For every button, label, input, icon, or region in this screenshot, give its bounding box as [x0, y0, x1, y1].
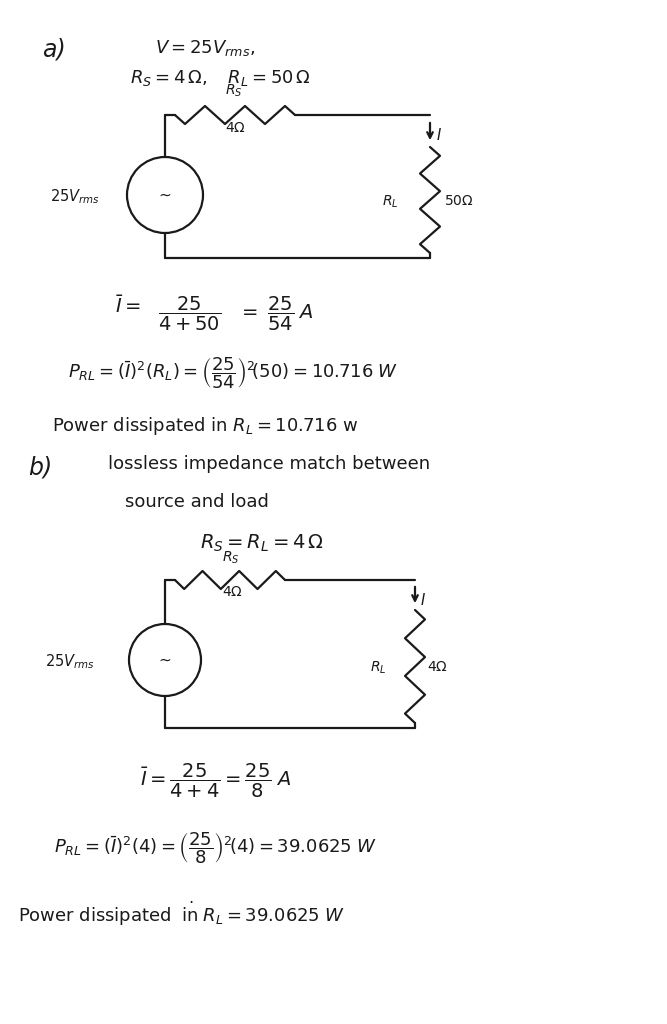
Text: b): b): [28, 455, 52, 479]
Text: Power dissipated $\;\dot{\rm{in}}\; R_L=39.0625\;W$: Power dissipated $\;\dot{\rm{in}}\; R_L=…: [18, 900, 345, 929]
Text: $R_S$: $R_S$: [222, 550, 239, 566]
Text: $=\;\dfrac{25}{54}\;A$: $=\;\dfrac{25}{54}\;A$: [238, 295, 313, 333]
Text: $\dfrac{25}{4+50}$: $\dfrac{25}{4+50}$: [158, 295, 221, 333]
Text: $\bar{I}=\dfrac{25}{4+4}=\dfrac{25}{8}\;A$: $\bar{I}=\dfrac{25}{4+4}=\dfrac{25}{8}\;…: [140, 762, 291, 800]
Text: source and load: source and load: [125, 493, 269, 511]
Text: $4\Omega$: $4\Omega$: [427, 660, 448, 674]
Text: $I$: $I$: [420, 592, 426, 608]
Text: $R_L$: $R_L$: [382, 194, 398, 210]
Text: $P_{RL}=(\bar{I})^2(4)=\left(\dfrac{25}{8}\right)^2\!(4)=39.0625\;W$: $P_{RL}=(\bar{I})^2(4)=\left(\dfrac{25}{…: [54, 830, 377, 865]
Text: $R_L$: $R_L$: [370, 660, 386, 677]
Text: $I$: $I$: [436, 127, 442, 143]
Text: $25V_{rms}$: $25V_{rms}$: [45, 652, 95, 671]
Text: lossless impedance match between: lossless impedance match between: [108, 455, 430, 473]
Text: $P_{RL}=(\bar{I})^2(R_L)=\left(\dfrac{25}{54}\right)^2\!(50)=10.716\;W$: $P_{RL}=(\bar{I})^2(R_L)=\left(\dfrac{25…: [68, 355, 398, 390]
Text: $4\Omega$: $4\Omega$: [225, 121, 246, 135]
Text: $V=25V_{rms},$: $V=25V_{rms},$: [155, 38, 255, 58]
Text: ~: ~: [159, 187, 171, 203]
Text: $R_S=4\,\Omega,\quad R_L=50\,\Omega$: $R_S=4\,\Omega,\quad R_L=50\,\Omega$: [130, 68, 311, 88]
Text: $50\Omega$: $50\Omega$: [444, 194, 474, 208]
Text: $R_S=R_L=4\,\Omega$: $R_S=R_L=4\,\Omega$: [200, 534, 324, 554]
Text: $4\Omega$: $4\Omega$: [222, 585, 243, 599]
Text: a): a): [42, 38, 66, 62]
Text: ~: ~: [159, 652, 171, 668]
Text: $\bar{I}=$: $\bar{I}=$: [115, 295, 141, 317]
Text: $R_S$: $R_S$: [225, 83, 243, 99]
Text: Power dissipated in $R_L=10.716$ w: Power dissipated in $R_L=10.716$ w: [52, 415, 358, 437]
Text: $25V_{rms}$: $25V_{rms}$: [50, 187, 100, 206]
